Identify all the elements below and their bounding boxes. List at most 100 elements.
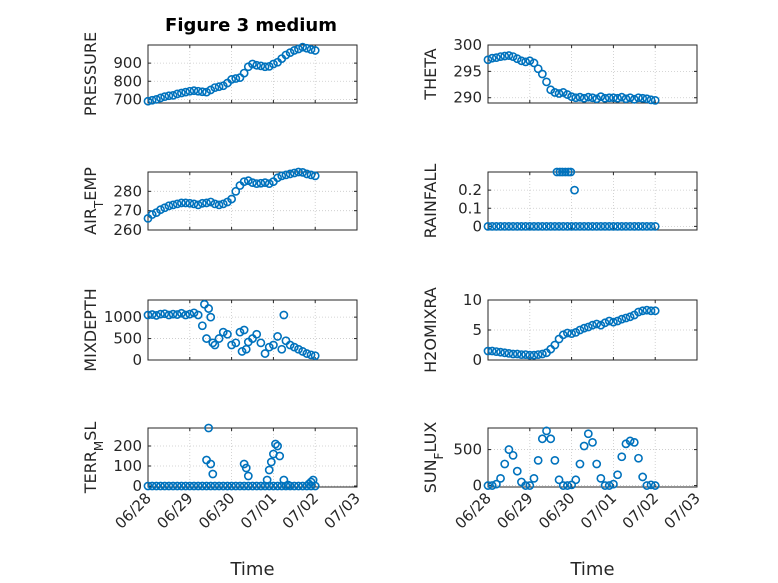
axes-box <box>147 171 358 231</box>
data-point <box>202 198 211 208</box>
data-point <box>634 93 643 103</box>
data-point <box>621 94 631 104</box>
y-axis-label: RAINFALL <box>421 164 440 239</box>
data-point <box>554 475 564 485</box>
y-tick-label: 0 <box>472 217 482 235</box>
data-point <box>204 423 214 433</box>
data-point <box>558 221 568 231</box>
data-point <box>164 91 174 101</box>
data-point <box>537 69 547 79</box>
data-point <box>248 481 257 491</box>
axes-background <box>488 428 697 487</box>
data-point <box>302 43 312 53</box>
data-point <box>600 221 610 231</box>
data-point <box>558 481 568 490</box>
data-point <box>621 313 631 323</box>
data-point <box>310 171 320 181</box>
data-point <box>218 199 228 209</box>
data-point <box>504 51 514 60</box>
data-point <box>617 221 627 231</box>
data-point <box>638 472 648 482</box>
y-tick-label: 280 <box>113 182 142 200</box>
data-point <box>281 170 291 180</box>
data-point <box>508 450 518 460</box>
data-point <box>298 167 308 177</box>
data-point <box>575 459 585 469</box>
data-point <box>625 312 635 322</box>
y-tick-label: 800 <box>113 72 142 90</box>
data-point <box>227 340 236 350</box>
y-axis-label: TERRMSL <box>81 422 106 495</box>
data-point <box>289 481 299 491</box>
data-point <box>241 463 251 473</box>
y-tick-label: 900 <box>113 54 142 72</box>
data-point <box>172 199 182 209</box>
data-point <box>571 93 581 103</box>
x-tick-label: 06/28 <box>112 489 155 532</box>
axes-box <box>487 427 698 488</box>
data-point <box>504 221 514 231</box>
data-point <box>583 92 593 102</box>
x-tick-label: 07/03 <box>661 489 704 532</box>
data-point <box>231 481 241 491</box>
data-point <box>202 334 211 343</box>
data-point <box>218 481 228 491</box>
data-point <box>289 46 299 55</box>
data-point <box>206 459 216 469</box>
data-point <box>491 221 501 231</box>
data-point <box>294 481 303 491</box>
data-point <box>609 479 618 489</box>
data-point <box>214 334 224 343</box>
data-point <box>533 455 543 465</box>
axes-background <box>148 300 357 360</box>
y-tick-label: 0 <box>472 351 482 369</box>
data-point <box>638 221 648 231</box>
data-point <box>214 82 224 92</box>
data-point <box>277 344 287 354</box>
y-tick-label: 5 <box>472 321 482 339</box>
data-point <box>189 481 199 491</box>
data-point <box>310 351 320 361</box>
data-point <box>289 168 299 178</box>
data-point <box>600 318 610 328</box>
data-point <box>552 167 562 177</box>
y-tick-label: 100 <box>113 457 142 475</box>
data-point <box>197 87 207 97</box>
data-point <box>168 200 178 210</box>
data-point <box>227 194 236 204</box>
data-point <box>202 481 211 491</box>
data-point <box>256 481 266 491</box>
data-point <box>151 311 161 320</box>
y-axis-label: AIRTEMP <box>81 167 106 235</box>
data-point <box>550 221 560 231</box>
data-point <box>151 481 161 491</box>
data-point <box>268 59 278 69</box>
data-point <box>537 434 547 444</box>
data-point <box>185 86 195 96</box>
data-point <box>646 221 656 231</box>
data-point <box>500 348 510 358</box>
data-point <box>625 436 635 446</box>
axes-background <box>148 45 357 103</box>
data-point <box>583 221 593 231</box>
data-point <box>487 221 497 231</box>
data-point <box>560 167 570 177</box>
data-point <box>600 93 610 103</box>
data-point <box>650 95 660 105</box>
x-tick-label: 06/28 <box>452 489 495 532</box>
data-point <box>243 481 253 491</box>
data-point <box>621 221 631 231</box>
data-point <box>206 197 216 207</box>
data-point <box>567 221 576 231</box>
data-point <box>260 349 270 358</box>
data-point <box>634 221 643 231</box>
data-point <box>512 466 522 476</box>
data-point <box>156 93 165 103</box>
data-point <box>185 198 195 208</box>
data-point <box>262 475 272 485</box>
data-point <box>189 199 199 209</box>
y-axis-label: SUNFLUX <box>421 422 446 494</box>
data-point <box>294 344 303 354</box>
data-point <box>579 93 589 103</box>
